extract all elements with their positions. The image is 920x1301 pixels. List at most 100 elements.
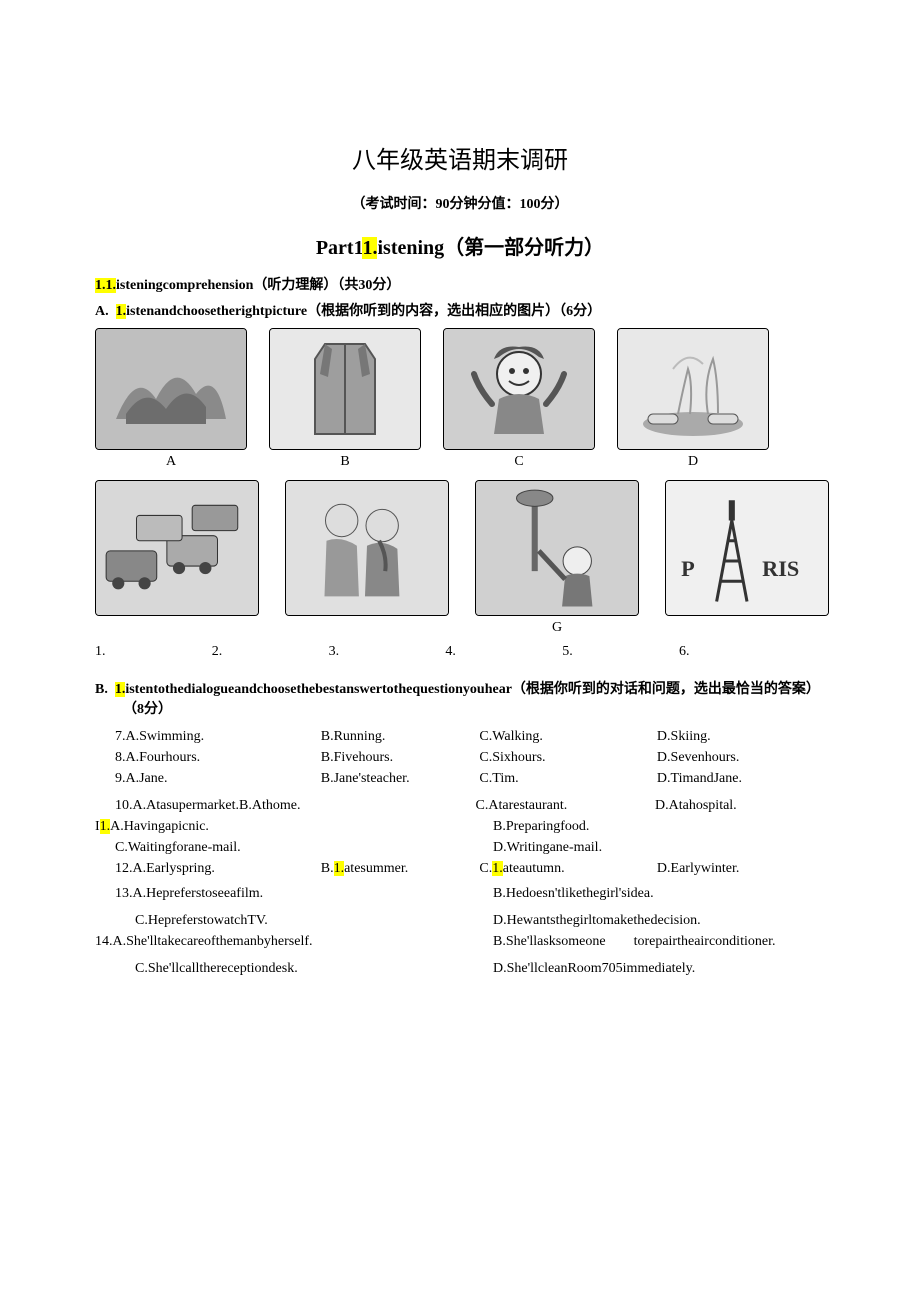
section-a-hl: 1. [116,304,127,319]
q10-c: C.Atarestaurant. [476,795,656,816]
image-label-a: A [166,454,176,470]
q12-c-post: ateautumn. [503,861,565,876]
q13-c: C.HepreferstowatchTV. [135,910,493,931]
image-cell-b: B [269,328,421,470]
document-page: 八年级英语期末调研 （考试时间：90分钟分值：100分） Part11.iste… [0,0,920,1039]
q12-row: 12.A.Earlyspring. B.1.atesummer. C.1.ate… [115,858,825,879]
image-label-g: G [552,620,562,636]
q9-a: 9.A.Jane. [115,768,321,789]
q9-d: D.TimandJane. [657,768,825,789]
q7-row: 7.A.Swimming. B.Running. C.Walking. D.Sk… [115,726,825,747]
image-cell-f [285,480,449,636]
part1-cn: （第一部分听力） [444,237,604,259]
q7-b: B.Running. [321,726,480,747]
q13-a: 13.A.Hepreferstoseeafilm. [115,883,493,904]
page-title: 八年级英语期末调研 [95,140,825,175]
image-label-d: D [688,454,698,470]
section-i-text: isteningcomprehension（听力理解）（共30分） [116,278,400,293]
q12-b-pre: B. [321,861,334,876]
section-b-label: B. [95,682,108,697]
q11-row1: I1.A.Havingapicnic. B.Preparingfood. [95,816,825,837]
image-label-c: C [514,454,523,470]
q7-c: C.Walking. [479,726,657,747]
image-h: RISP [665,480,829,616]
svg-text:RIS: RIS [762,556,799,581]
q11-c: C.Waitingforane-mail. [115,837,493,858]
q12-d: D.Earlywinter. [657,858,825,879]
blank-1: 1. [95,644,212,660]
q10-ab: 10.A.Atasupermarket.B.Athome. [115,795,476,816]
image-cell-a: A [95,328,247,470]
image-cell-d: D [617,328,769,470]
blank-2: 2. [212,644,329,660]
q8-c: C.Sixhours. [479,747,657,768]
image-cell-h: RISP [665,480,829,636]
image-cell-e [95,480,259,636]
q8-b: B.Fivehours. [321,747,480,768]
section-i-hl: 1.1. [95,278,116,293]
image-a [95,328,247,450]
q11-prefix: I [95,819,100,834]
q8-row: 8.A.Fourhours. B.Fivehours. C.Sixhours. … [115,747,825,768]
q11-hl: 1. [100,819,111,834]
image-c [443,328,595,450]
q11-a: A.Havingapicnic. [110,819,209,834]
q12-c-pre: C. [479,861,492,876]
q12-c-wrap: C.1.ateautumn. [479,858,657,879]
q10-d: D.Atahospital. [655,795,825,816]
image-label-b: B [340,454,349,470]
part1-post: istening [377,237,444,259]
q8-a: 8.A.Fourhours. [115,747,321,768]
part1-hl: 1. [362,237,377,259]
q12-a: 12.A.Earlyspring. [115,858,321,879]
image-cell-c: C [443,328,595,470]
section-a-label: A. [95,304,109,319]
q14-row2: C.She'llcallthereceptiondesk. D.She'llcl… [135,958,825,979]
q7-d: D.Skiing. [657,726,825,747]
q9-b: B.Jane'steacher. [321,768,480,789]
q10-row: 10.A.Atasupermarket.B.Athome. C.Ataresta… [115,795,825,816]
image-f [285,480,449,616]
section-b-hl: 1. [115,682,126,697]
blank-6: 6. [679,644,796,660]
q9-row: 9.A.Jane. B.Jane'steacher. C.Tim. D.Tima… [115,768,825,789]
options-table: 7.A.Swimming. B.Running. C.Walking. D.Sk… [115,726,825,979]
section-b-head: B. 1.istentothedialogueandchoosethebesta… [123,678,825,718]
q12-b-post: atesummer. [344,861,408,876]
q8-d: D.Sevenhours. [657,747,825,768]
section-b-text: istentothedialogueandchoosethebestanswer… [123,682,820,717]
blanks-row: 1. 2. 3. 4. 5. 6. [95,644,825,660]
q13-row1: 13.A.Hepreferstoseeafilm. B.Hedoesn'tlik… [115,883,825,904]
q12-c-hl: 1. [492,861,503,876]
q13-d: D.Hewantsthegirltomakethedecision. [493,910,709,931]
image-b [269,328,421,450]
q9-c: C.Tim. [479,768,657,789]
q12-b-hl: 1. [334,861,345,876]
q7-a: 7.A.Swimming. [115,726,321,747]
image-g [475,480,639,616]
part1-heading: Part11.istening（第一部分听力） [95,231,825,260]
q14-d: D.She'llcleanRoom705immediately. [493,958,703,979]
section-a-text: istenandchoosetherightpicture（根据你听到的内容，选… [126,304,601,319]
image-cell-g: G [475,480,639,636]
page-subtitle: （考试时间：90分钟分值：100分） [95,193,825,213]
blank-3: 3. [329,644,446,660]
q11-row2: C.Waitingforane-mail. D.Writingane-mail. [115,837,825,858]
image-e [95,480,259,616]
part1-pre: Part1 [316,237,363,259]
image-d [617,328,769,450]
blank-5: 5. [562,644,679,660]
q11-d: D.Writingane-mail. [493,837,610,858]
q12-b-wrap: B.1.atesummer. [321,858,480,879]
section-i-head: 1.1.isteningcomprehension（听力理解）（共30分） [95,274,825,294]
q14-row1: 14.A.She'lltakecareofthemanbyherself. B.… [95,931,825,952]
q11-b: B.Preparingfood. [493,816,597,837]
section-a-head: A. 1.istenandchoosetherightpicture（根据你听到… [95,300,825,320]
image-row-2: G RISP [95,480,825,636]
q14-b: B.She'llasksomeone torepairtheairconditi… [493,931,783,952]
blank-4: 4. [445,644,562,660]
q14-a: 14.A.She'lltakecareofthemanbyherself. [95,931,493,952]
q13-b: B.Hedoesn'tlikethegirl'sidea. [493,883,662,904]
q13-row2: C.HepreferstowatchTV. D.Hewantsthegirlto… [135,910,825,931]
q14-c: C.She'llcallthereceptiondesk. [135,958,493,979]
